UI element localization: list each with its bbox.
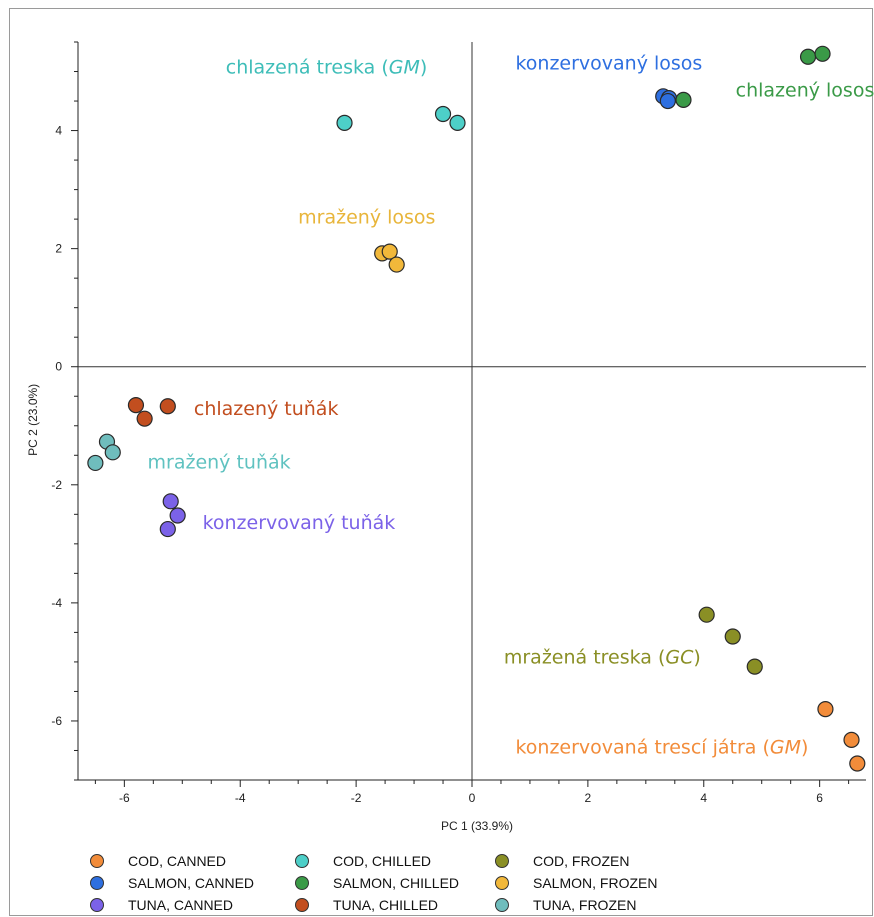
legend: COD, CANNED SALMON, CANNED TUNA, CANNED COD…	[90, 851, 730, 913]
point-salmon-frozen	[381, 243, 398, 260]
legend-marker	[295, 898, 309, 912]
ticks: -6 -4 -2 0 2 4 6 -6 -4 -2 0 2 4	[51, 41, 850, 805]
legend-label: TUNA, FROZEN	[533, 897, 637, 913]
x-tick-label: -6	[119, 791, 130, 805]
legend-marker	[495, 854, 509, 868]
y-tick-label: -2	[51, 478, 62, 492]
x-tick-label: 6	[816, 791, 823, 805]
legend-marker	[295, 854, 309, 868]
cluster-label: konzervovaný losos	[515, 53, 702, 75]
legend-label: TUNA, CANNED	[128, 897, 234, 913]
point-tuna-frozen	[104, 444, 121, 461]
cluster-labels: chlazená treska (GM) konzervovaný lososch…	[148, 53, 874, 759]
legend-label: COD, CHILLED	[333, 853, 432, 869]
point-tuna-frozen	[87, 454, 104, 472]
x-tick-label: -4	[235, 791, 246, 805]
cluster-label: chlazený tuňák	[194, 398, 339, 420]
legend-label: SALMON, CHILLED	[333, 875, 460, 891]
legend-item: TUNA, CANNED	[90, 895, 233, 915]
cluster-label: konzervovaný tuňák	[203, 512, 396, 534]
point-cod-frozen	[724, 628, 741, 645]
cluster-label: mražená treska (GC)	[504, 647, 701, 669]
cluster-label: chlazená treska (GM)	[226, 56, 428, 78]
legend-marker	[90, 898, 104, 912]
point-cod-chilled	[336, 114, 353, 131]
legend-marker	[90, 876, 104, 890]
legend-item: TUNA, FROZEN	[495, 895, 636, 915]
x-tick-label: 2	[585, 791, 592, 805]
y-tick-label: -6	[51, 714, 62, 728]
cluster-label-text: mražený losos	[298, 206, 435, 228]
point-salmon-chilled	[814, 45, 831, 62]
legend-label: SALMON, FROZEN	[533, 875, 658, 891]
point-salmon-frozen	[388, 256, 405, 273]
cluster-label-text: chlazený losos	[736, 79, 874, 101]
cluster-label-text: mražená treska (	[504, 647, 666, 669]
legend-item: COD, FROZEN	[495, 851, 629, 871]
point-salmon-chilled	[675, 91, 692, 108]
cluster-label-suffix: )	[801, 736, 808, 758]
legend-label: COD, FROZEN	[533, 853, 630, 869]
point-tuna-chilled	[159, 398, 176, 415]
point-cod-frozen	[746, 658, 763, 675]
y-tick-label: 2	[55, 242, 62, 256]
legend-item: SALMON, CHILLED	[295, 873, 459, 893]
y-tick-label: 4	[55, 124, 62, 138]
cluster-label: mražený tuňák	[148, 451, 291, 473]
point-tuna-canned	[159, 520, 176, 538]
legend-item: COD, CANNED	[90, 851, 226, 871]
point-cod-chilled	[449, 114, 466, 131]
legend-label: TUNA, CHILLED	[333, 897, 439, 913]
point-tuna-chilled	[127, 396, 145, 414]
point-cod-canned	[817, 701, 834, 718]
point-cod-canned	[849, 755, 866, 772]
legend-item: SALMON, FROZEN	[495, 873, 657, 893]
legend-label: COD, CANNED	[128, 853, 227, 869]
legend-marker	[90, 854, 104, 868]
point-salmon-chilled	[799, 48, 817, 65]
y-tick-label: 0	[55, 360, 62, 374]
cluster-label-text: mražený tuňák	[148, 451, 291, 473]
cluster-label-method: GM	[389, 56, 420, 78]
point-cod-frozen	[698, 606, 715, 623]
x-tick-label: -2	[351, 791, 362, 805]
cluster-label: konzervovaná trescí játra (GM)	[515, 736, 808, 758]
cluster-label: mražený losos	[298, 206, 435, 228]
chart-frame	[9, 8, 873, 916]
point-tuna-canned	[169, 507, 186, 524]
cluster-label-suffix: )	[420, 56, 427, 78]
y-tick-label: -4	[51, 596, 62, 610]
point-cod-chilled	[434, 105, 452, 123]
x-tick-label: 0	[469, 791, 476, 805]
legend-label: SALMON, CANNED	[128, 875, 255, 891]
legend-marker	[495, 898, 509, 912]
x-axis-title: PC 1 (33.9%)	[441, 819, 513, 833]
cluster-label-text: konzervovaný losos	[515, 53, 702, 75]
y-axis-title: PC 2 (23.0%)	[26, 384, 40, 456]
legend-item: TUNA, CHILLED	[295, 895, 438, 915]
cluster-label-text: chlazený tuňák	[194, 398, 339, 420]
cluster-label: chlazený losos	[736, 79, 874, 101]
point-salmon-canned	[659, 92, 676, 110]
legend-item: SALMON, CANNED	[90, 873, 254, 893]
data-points	[87, 45, 866, 772]
cluster-label-text: konzervovaný tuňák	[203, 512, 396, 534]
x-tick-label: 4	[700, 791, 707, 805]
point-tuna-canned	[162, 493, 179, 510]
cluster-label-method: GM	[770, 736, 801, 758]
legend-marker	[295, 876, 309, 890]
cluster-label-method: GC	[665, 647, 694, 669]
point-cod-canned	[843, 731, 860, 748]
legend-item: COD, CHILLED	[295, 851, 431, 871]
cluster-label-text: konzervovaná trescí játra (	[515, 736, 769, 758]
point-tuna-chilled	[136, 410, 153, 427]
legend-marker	[495, 876, 509, 890]
cluster-label-text: chlazená treska (	[226, 56, 389, 78]
cluster-label-suffix: )	[693, 647, 700, 669]
